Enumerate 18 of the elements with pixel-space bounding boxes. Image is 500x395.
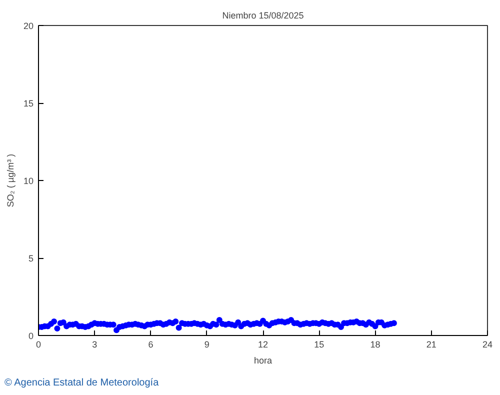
- x-tick-label: 12: [258, 340, 268, 350]
- x-tick-label: 18: [370, 340, 380, 350]
- x-axis-title: hora: [254, 356, 272, 366]
- x-tick-label: 15: [314, 340, 324, 350]
- y-tick-label: 10: [23, 176, 34, 186]
- chart-title: Niembro 15/08/2025: [222, 10, 304, 20]
- y-tick-label: 5: [28, 254, 34, 264]
- x-tick-label: 24: [482, 340, 493, 350]
- x-tick-label: 0: [36, 340, 42, 350]
- x-tick-label: 21: [426, 340, 436, 350]
- x-tick-label: 3: [92, 340, 98, 350]
- y-tick-label: 0: [28, 331, 34, 341]
- x-tick-label: 9: [204, 340, 210, 350]
- y-tick-label: 20: [23, 21, 34, 31]
- x-tick-label: 6: [148, 340, 154, 350]
- y-axis-title: SO₂ ( µg/m³ ): [5, 154, 16, 208]
- text: © Agencia Estatal de Meteorología: [4, 378, 160, 388]
- y-tick-label: 15: [23, 98, 34, 108]
